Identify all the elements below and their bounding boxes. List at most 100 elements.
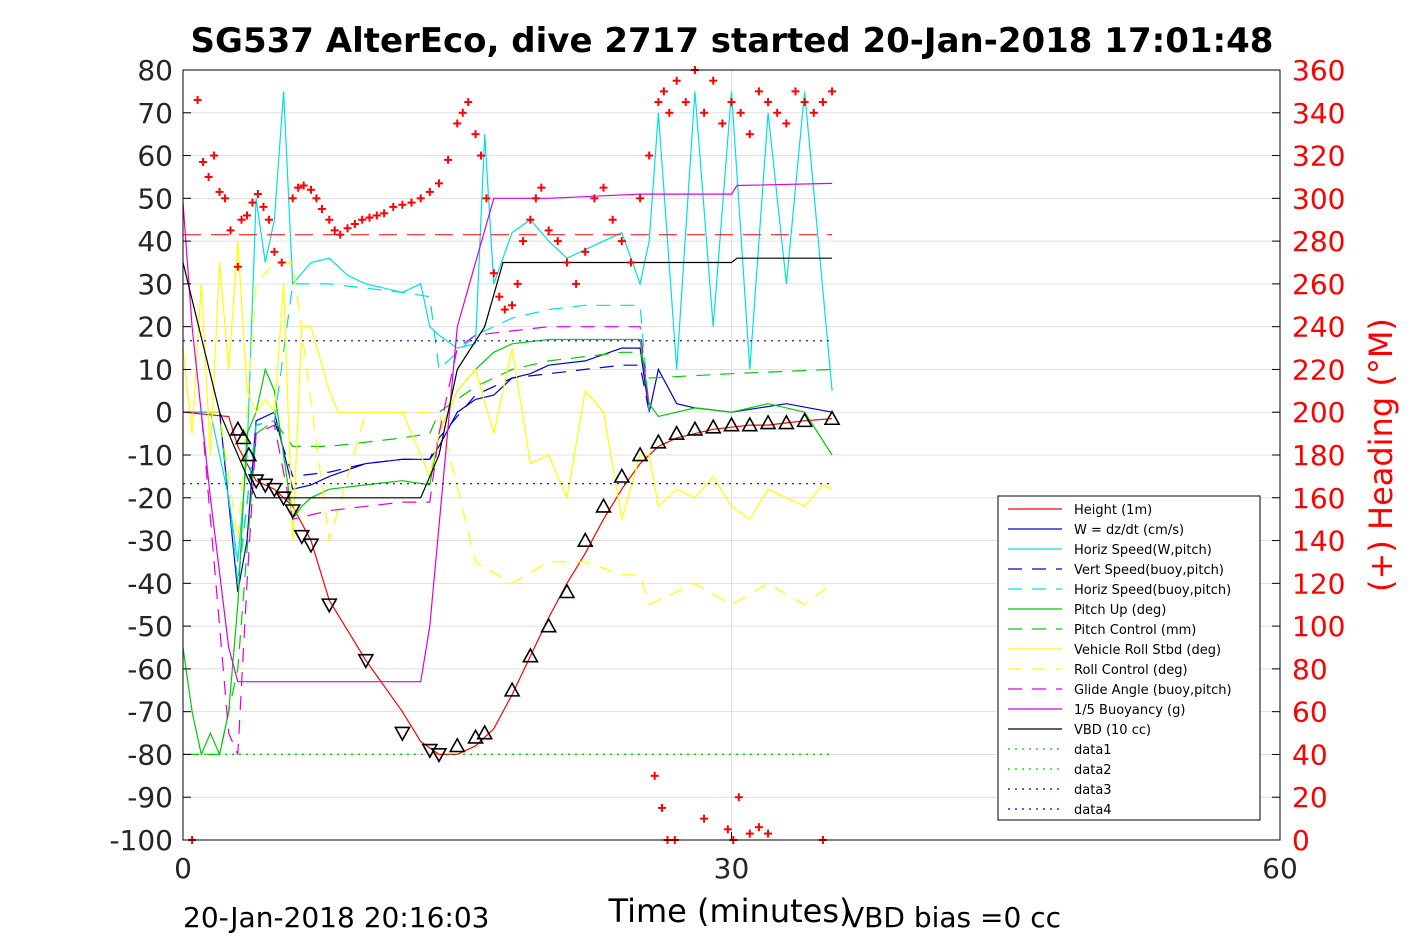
y-right-tick-label: 260 bbox=[1292, 268, 1345, 301]
heading-point bbox=[519, 237, 528, 246]
heading-point bbox=[288, 194, 297, 203]
x-axis-ticks: 0 30 60 bbox=[174, 832, 1298, 885]
heading-point bbox=[754, 823, 763, 832]
legend-label: Pitch Up (deg) bbox=[1074, 603, 1166, 618]
heading-point bbox=[508, 301, 517, 310]
y-right-tick-label: 60 bbox=[1292, 696, 1328, 729]
heading-point bbox=[745, 130, 754, 139]
heading-point bbox=[398, 200, 407, 209]
y-tick-label: 70 bbox=[137, 97, 173, 130]
heading-point bbox=[193, 95, 202, 104]
heading-point bbox=[658, 803, 667, 812]
heading-point bbox=[242, 211, 251, 220]
y-tick-label: -90 bbox=[127, 781, 173, 814]
y-right-tick-label: 300 bbox=[1292, 182, 1345, 215]
legend-label: data3 bbox=[1074, 783, 1112, 798]
series-line-7 bbox=[182, 241, 833, 541]
heading-point bbox=[782, 119, 791, 128]
heading-point bbox=[531, 194, 540, 203]
heading-point bbox=[233, 262, 242, 271]
y-tick-label: -70 bbox=[127, 696, 173, 729]
y-tick-label: 50 bbox=[137, 182, 173, 215]
depth-marker bbox=[576, 531, 594, 547]
depth-marker bbox=[595, 497, 612, 513]
heading-point bbox=[553, 237, 562, 246]
y-right-tick-label: 120 bbox=[1292, 567, 1345, 600]
legend-label: Roll Control (deg) bbox=[1074, 663, 1188, 678]
series-line-8 bbox=[183, 261, 833, 606]
heading-point bbox=[226, 226, 235, 235]
heading-point bbox=[745, 829, 754, 838]
series-line-1 bbox=[183, 347, 833, 593]
x-tick-label: 0 bbox=[174, 852, 192, 885]
heading-point bbox=[590, 194, 599, 203]
y-tick-label: -80 bbox=[127, 738, 173, 771]
y-right-tick-label: 140 bbox=[1292, 525, 1345, 558]
y-tick-label: -40 bbox=[127, 567, 173, 600]
heading-point bbox=[210, 151, 219, 160]
heading-point bbox=[416, 194, 425, 203]
series-layer bbox=[182, 91, 833, 757]
heading-point bbox=[317, 205, 326, 214]
depth-marker bbox=[302, 538, 320, 554]
depth-marker bbox=[723, 416, 740, 432]
footer-vbd-bias: VBD bias =0 cc bbox=[845, 901, 1061, 934]
depth-marker bbox=[448, 737, 466, 753]
heading-point bbox=[489, 269, 498, 278]
heading-point bbox=[336, 230, 345, 239]
heading-point bbox=[500, 305, 509, 314]
heading-point bbox=[572, 279, 581, 288]
right-axis-ticks: 3603403203002802602402202001801601401201… bbox=[1272, 54, 1345, 857]
legend-label: data4 bbox=[1074, 803, 1112, 818]
y-tick-label: 30 bbox=[137, 268, 173, 301]
heading-point bbox=[700, 814, 709, 823]
left-axis-ticks: 80 70 60 50 40 30 20 10 0 -10 -20 -30 -40 -50 -60 -70 -8… bbox=[109, 54, 191, 857]
y-tick-label: 60 bbox=[137, 140, 173, 173]
legend-label: VBD (10 cc) bbox=[1074, 723, 1151, 738]
heading-point bbox=[665, 108, 674, 117]
heading-point bbox=[204, 172, 213, 181]
heading-point bbox=[773, 108, 782, 117]
heading-point bbox=[215, 187, 224, 196]
y-right-tick-label: 20 bbox=[1292, 781, 1328, 814]
depth-marker bbox=[540, 617, 558, 633]
depth-marker bbox=[320, 598, 338, 614]
heading-point bbox=[389, 202, 398, 211]
heading-point bbox=[495, 292, 504, 301]
y-right-tick-label: 80 bbox=[1292, 653, 1328, 686]
heading-point bbox=[277, 258, 286, 267]
heading-point bbox=[599, 183, 608, 192]
heading-point bbox=[380, 209, 389, 218]
heading-point bbox=[581, 247, 590, 256]
depth-marker bbox=[293, 529, 311, 545]
heading-point bbox=[636, 194, 645, 203]
legend-label: W = dz/dt (cm/s) bbox=[1074, 523, 1184, 538]
legend-label: Pitch Control (mm) bbox=[1074, 623, 1196, 638]
y-right-tick-label: 200 bbox=[1292, 396, 1345, 429]
heading-point bbox=[434, 179, 443, 188]
y-right-tick-label: 180 bbox=[1292, 439, 1345, 472]
heading-point bbox=[444, 155, 453, 164]
depth-marker bbox=[650, 433, 667, 449]
heading-point bbox=[343, 224, 352, 233]
heading-point bbox=[650, 771, 659, 780]
heading-point bbox=[513, 279, 522, 288]
heading-point bbox=[654, 98, 663, 107]
heading-point bbox=[259, 202, 268, 211]
series-line-6 bbox=[183, 351, 833, 756]
heading-point bbox=[350, 220, 359, 228]
depth-marker bbox=[613, 467, 631, 483]
depth-marker bbox=[741, 416, 759, 432]
y-tick-label: -50 bbox=[127, 610, 173, 643]
legend-label: data1 bbox=[1074, 743, 1112, 758]
heading-point bbox=[526, 215, 535, 224]
legend-box bbox=[997, 495, 1261, 821]
heading-point bbox=[477, 151, 486, 160]
x-tick-label: 60 bbox=[1262, 852, 1298, 885]
legend-label: Vert Speed(buoy,pitch) bbox=[1074, 563, 1224, 578]
heading-point bbox=[299, 181, 308, 190]
y-tick-label: 0 bbox=[155, 396, 173, 429]
y-right-tick-label: 0 bbox=[1292, 824, 1310, 857]
legend-label: Glide Angle (buoy,pitch) bbox=[1074, 683, 1232, 698]
y-tick-label: -10 bbox=[127, 439, 173, 472]
